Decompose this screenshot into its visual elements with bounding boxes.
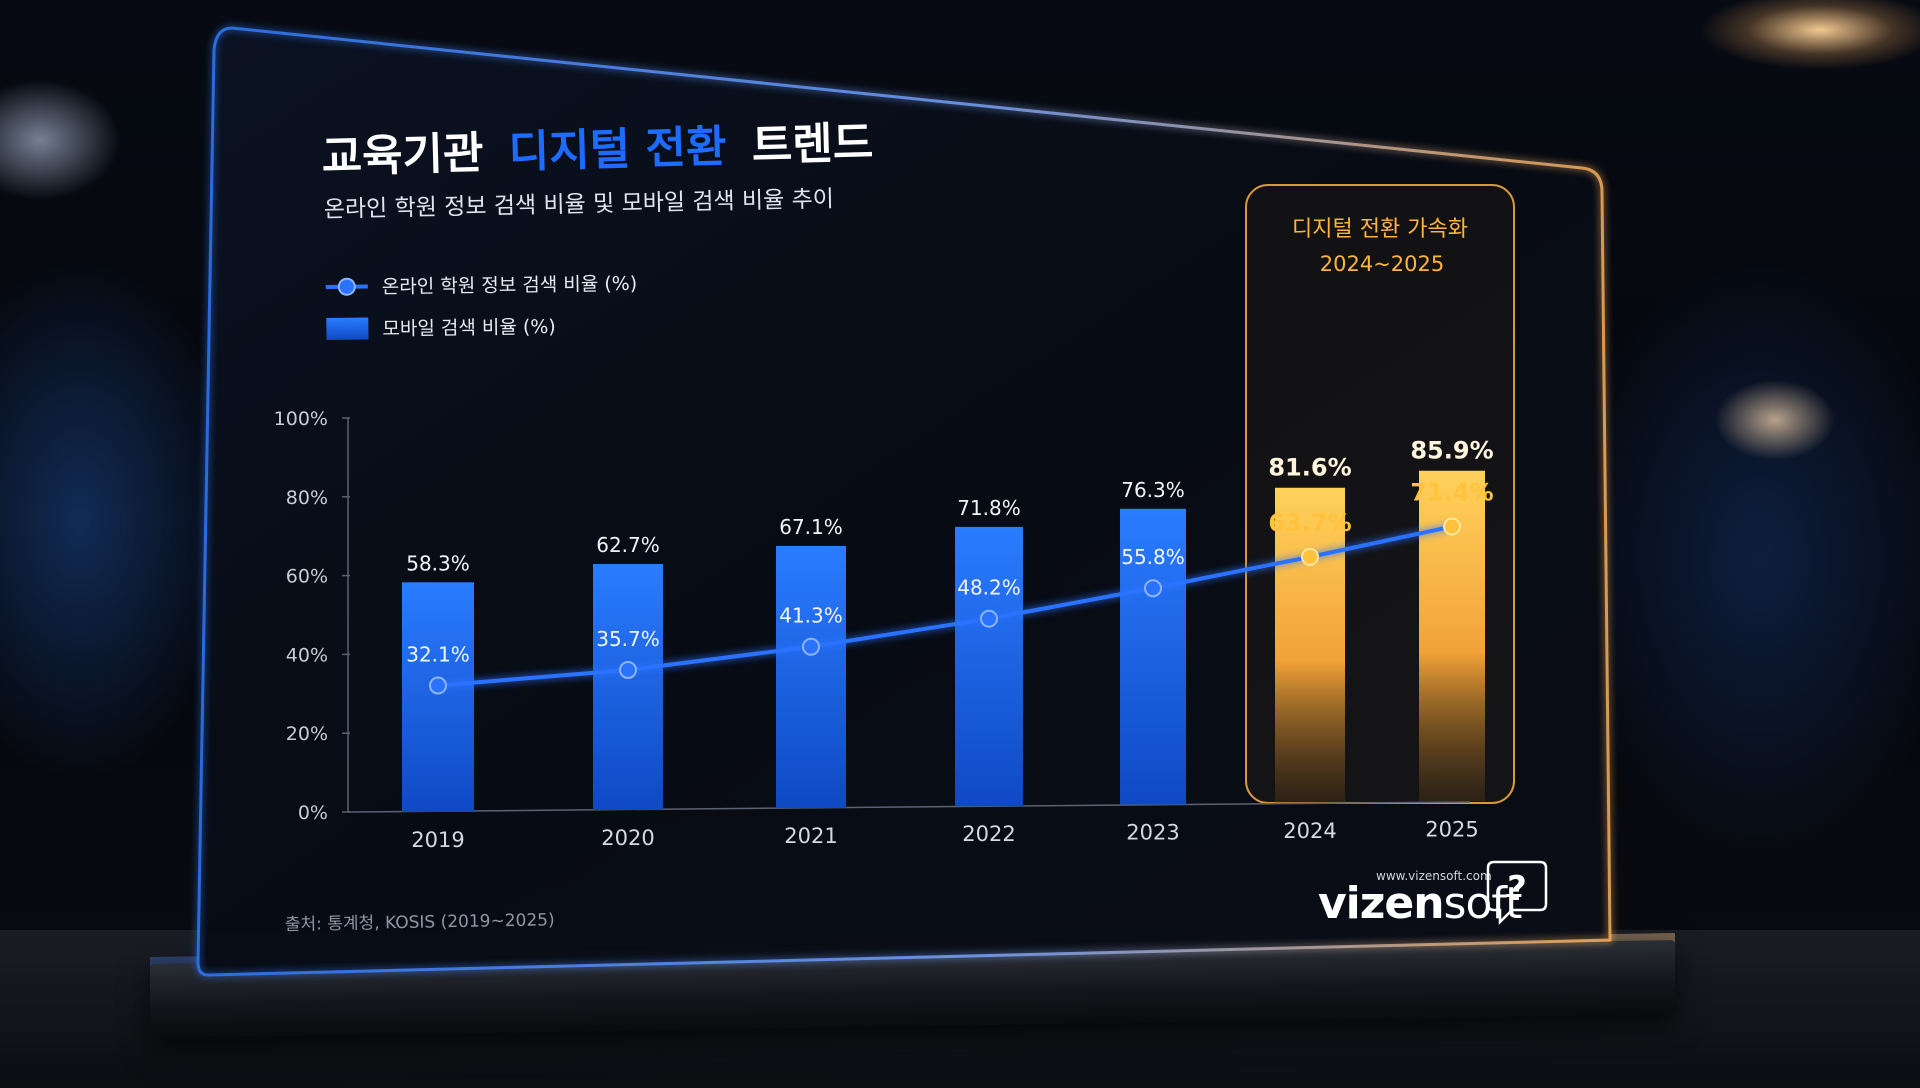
- bar-2024: [1275, 487, 1345, 803]
- legend-bar-swatch: [326, 317, 369, 341]
- bar-value-label: 85.9%: [1410, 437, 1493, 465]
- brand-logo: www.vizensoft.com vizensoft ?: [1318, 860, 1548, 929]
- highlight-years: 2024~2025: [1320, 252, 1444, 276]
- line-value-label: 63.7%: [1268, 509, 1351, 537]
- legend-line-label: 온라인 학원 정보 검색 비율 (%): [382, 273, 638, 299]
- x-tick-label: 2025: [1425, 817, 1478, 841]
- line-value-label: 41.3%: [779, 604, 843, 628]
- panel-edge-glow: [196, 26, 1612, 977]
- line-value-label: 35.7%: [596, 627, 660, 651]
- line-value-label: 71.4%: [1410, 479, 1493, 507]
- y-tick-label: 0%: [298, 802, 328, 824]
- line-point-2025: [1443, 517, 1461, 536]
- line-point-2022: [980, 609, 998, 628]
- line-value-label: 48.2%: [957, 576, 1021, 600]
- x-tick-label: 2022: [962, 822, 1015, 846]
- line-value-label: 55.8%: [1121, 545, 1185, 569]
- y-tick-label: 60%: [286, 566, 328, 588]
- x-tick-label: 2024: [1283, 819, 1336, 843]
- bar-value-label: 81.6%: [1268, 454, 1351, 482]
- x-labels: 2019 2020 2021 2022 2023 2024 2025: [411, 817, 1478, 852]
- line-point-2019: [429, 676, 447, 695]
- brand-url: www.vizensoft.com: [1376, 869, 1492, 883]
- x-tick-label: 2019: [411, 828, 464, 852]
- bar-2020: [593, 564, 663, 811]
- bar-2019: [402, 582, 474, 812]
- line-value-label: 32.1%: [406, 643, 470, 667]
- bar-value-label: 58.3%: [406, 551, 470, 575]
- x-tick-label: 2020: [601, 826, 654, 850]
- legend-line-marker: [337, 277, 356, 296]
- line-point-2024: [1301, 547, 1319, 566]
- y-tick-label: 20%: [286, 723, 328, 745]
- brand-wordmark: vizensoft: [1318, 878, 1522, 929]
- speech-bubble-question-icon: ?: [1486, 860, 1548, 926]
- bar-2021: [776, 545, 846, 809]
- legend-bar-label: 모바일 검색 비율 (%): [382, 316, 556, 340]
- bar-2022: [955, 526, 1023, 807]
- y-tick-label: 80%: [286, 487, 328, 509]
- svg-text:?: ?: [1507, 869, 1527, 909]
- line-series: 32.1% 35.7% 41.3% 48.2% 55.8% 63.7% 71.4%: [406, 479, 1494, 695]
- line-point-2020: [619, 660, 637, 679]
- y-tick-label: 100%: [274, 408, 328, 430]
- source-note: 출처: 통계청, KOSIS (2019~2025): [285, 910, 555, 935]
- line-point-2021: [802, 637, 820, 656]
- bar-value-label: 67.1%: [779, 515, 843, 539]
- x-axis: [347, 801, 1471, 813]
- bar-value-label: 76.3%: [1121, 478, 1185, 502]
- bar-value-label: 62.7%: [596, 533, 660, 557]
- bar-2023: [1120, 508, 1186, 805]
- line-point-2023: [1144, 579, 1162, 598]
- bar-value-label: 71.8%: [957, 496, 1021, 520]
- highlight-title: 디지털 전환 가속화: [1292, 217, 1468, 242]
- y-tick-label: 40%: [286, 644, 328, 666]
- chart-title: 교육기관 디지털 전환 트렌드: [321, 118, 874, 183]
- legend: 온라인 학원 정보 검색 비율 (%) 모바일 검색 비율 (%): [325, 273, 638, 341]
- y-ticks: 0% 20% 40% 60% 80% 100%: [274, 408, 350, 824]
- panel-surface: [198, 28, 1610, 975]
- bar-series: 58.3% 62.7% 67.1% 71.8% 76.3% 81.6% 85.9%: [402, 437, 1494, 812]
- x-tick-label: 2023: [1126, 820, 1179, 844]
- x-tick-label: 2021: [784, 824, 837, 848]
